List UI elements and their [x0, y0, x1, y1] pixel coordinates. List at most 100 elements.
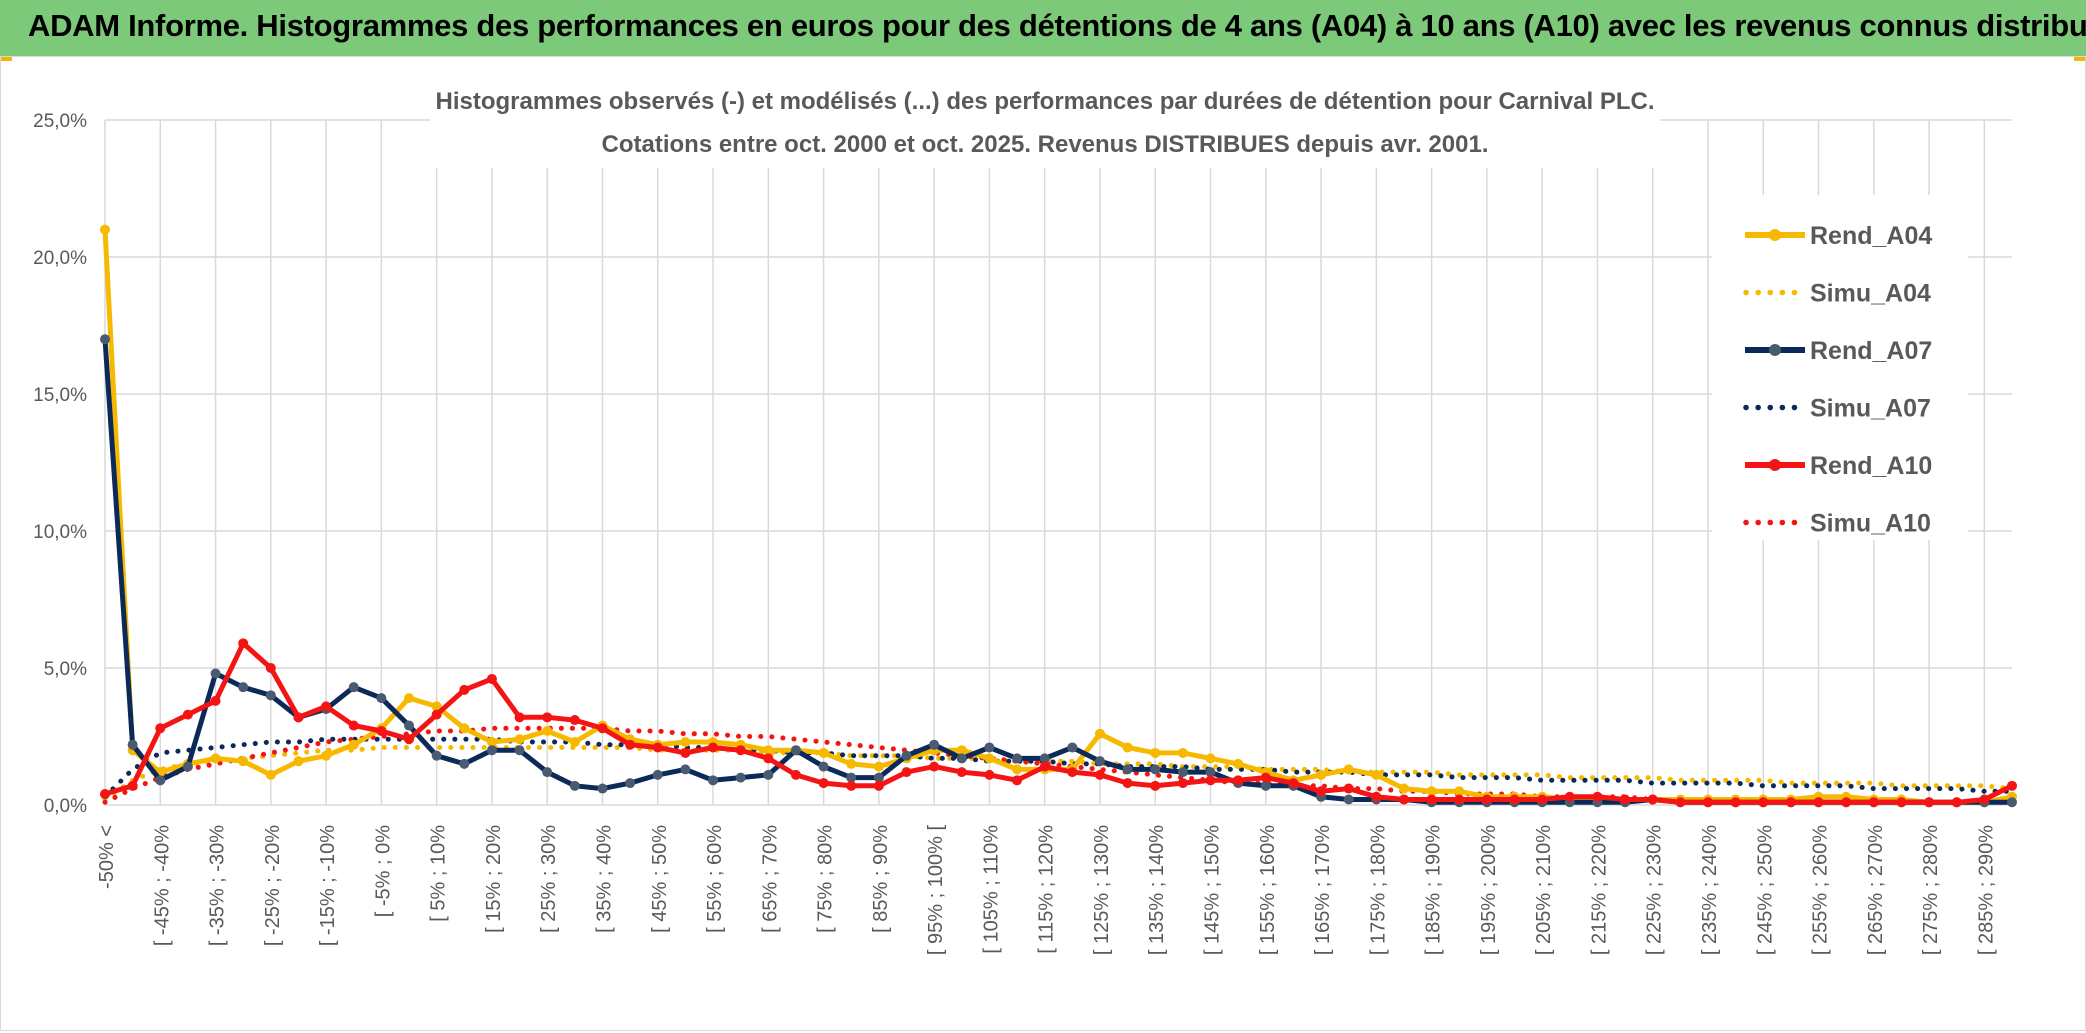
data-point-rend_a10	[1592, 791, 1603, 802]
data-point-rend_a10	[542, 712, 553, 723]
data-point-rend_a10	[1371, 791, 1382, 802]
data-point-rend_a07	[625, 778, 636, 789]
data-point-rend_a04	[348, 739, 359, 750]
data-point-rend_a04	[100, 224, 110, 235]
x-tick-label: [ 145% ; 150%	[1202, 825, 1224, 955]
data-point-rend_a04	[486, 736, 497, 747]
x-tick-label: [ 85% ; 90%	[870, 825, 892, 933]
x-tick-label: [ 245% ; 250%	[1754, 825, 1776, 955]
report-title: ADAM Informe. Histogrammes des performan…	[28, 8, 2086, 43]
x-tick-label: [ -15% ; -10%	[317, 825, 339, 946]
data-point-rend_a04	[763, 745, 774, 756]
y-tick-label: 20,0%	[33, 248, 87, 269]
data-point-rend_a07	[956, 753, 967, 764]
x-tick-label: [ 275% ; 280%	[1920, 825, 1942, 955]
data-point-rend_a10	[431, 709, 442, 720]
corner-mark-left	[0, 56, 12, 61]
data-point-rend_a04	[1316, 769, 1327, 780]
x-tick-label: [ 155% ; 160%	[1257, 825, 1279, 955]
x-tick-label: [ 285% ; 290%	[1975, 825, 1997, 955]
legend-label: Simu_A07	[1810, 395, 1931, 423]
data-point-rend_a10	[1647, 794, 1658, 805]
data-point-rend_a10	[680, 747, 691, 758]
data-point-rend_a07	[597, 783, 608, 794]
data-point-rend_a10	[1426, 794, 1437, 805]
data-point-rend_a10	[1233, 775, 1244, 786]
data-point-rend_a07	[459, 758, 470, 769]
y-tick-label: 5,0%	[44, 659, 87, 680]
data-point-rend_a10	[735, 745, 746, 756]
x-tick-label: [ -25% ; -20%	[262, 825, 284, 946]
data-point-rend_a10	[1951, 797, 1962, 808]
data-point-rend_a10	[901, 767, 912, 778]
data-point-rend_a10	[569, 715, 580, 726]
data-point-rend_a07	[514, 745, 525, 756]
data-point-rend_a10	[763, 753, 774, 764]
data-point-rend_a07	[127, 739, 138, 750]
data-point-rend_a10	[1868, 797, 1879, 808]
data-point-rend_a07	[1343, 794, 1354, 805]
data-point-rend_a07	[873, 772, 884, 783]
data-point-rend_a10	[1150, 780, 1161, 791]
data-point-rend_a04	[569, 736, 580, 747]
data-point-rend_a10	[1564, 791, 1575, 802]
data-point-rend_a07	[708, 775, 719, 786]
data-point-rend_a07	[100, 334, 110, 345]
data-point-rend_a04	[956, 745, 967, 756]
data-point-rend_a07	[569, 780, 580, 791]
x-tick-label: [ -35% ; -30%	[207, 825, 229, 946]
y-tick-label: 10,0%	[33, 522, 87, 543]
data-point-rend_a04	[542, 726, 553, 737]
data-point-rend_a10	[1067, 767, 1078, 778]
data-point-rend_a10	[1454, 794, 1465, 805]
corner-mark-right	[2074, 56, 2086, 61]
data-point-rend_a10	[790, 769, 801, 780]
data-point-rend_a10	[459, 684, 470, 695]
data-point-rend_a10	[1813, 797, 1824, 808]
data-point-rend_a10	[210, 695, 221, 706]
data-point-rend_a04	[1122, 742, 1133, 753]
data-point-rend_a10	[155, 723, 166, 734]
data-point-rend_a10	[182, 709, 193, 720]
data-point-rend_a10	[321, 701, 332, 712]
data-point-rend_a10	[514, 712, 525, 723]
x-tick-label: [ 5% ; 10%	[428, 825, 450, 922]
data-point-rend_a07	[901, 750, 912, 761]
data-point-rend_a10	[1288, 778, 1299, 789]
data-point-rend_a10	[929, 761, 940, 772]
x-tick-label: -50% <	[96, 825, 118, 889]
data-point-rend_a07	[763, 769, 774, 780]
data-point-rend_a10	[404, 734, 415, 745]
data-point-rend_a10	[1122, 778, 1133, 789]
data-point-rend_a07	[348, 682, 359, 693]
data-point-rend_a10	[1537, 794, 1548, 805]
data-point-rend_a10	[100, 789, 110, 800]
legend-marker	[1769, 459, 1781, 471]
data-point-rend_a04	[238, 756, 249, 767]
data-point-rend_a04	[1343, 764, 1354, 775]
chart-title-line1: Histogrammes observés (-) et modélisés (…	[436, 88, 1655, 115]
series-line-simu_a10	[102, 725, 2015, 805]
data-point-rend_a10	[1177, 778, 1188, 789]
data-point-rend_a07	[404, 720, 415, 731]
data-point-rend_a10	[625, 739, 636, 750]
data-point-rend_a04	[818, 747, 829, 758]
data-point-rend_a04	[293, 756, 304, 767]
data-point-rend_a07	[1177, 767, 1188, 778]
data-point-rend_a10	[2007, 780, 2017, 791]
y-tick-label: 15,0%	[33, 385, 87, 406]
x-tick-label: [ 55% ; 60%	[704, 825, 726, 933]
data-point-rend_a10	[1730, 797, 1741, 808]
x-tick-label: [ 105% ; 110%	[980, 825, 1002, 954]
legend-label: Simu_A04	[1810, 280, 1931, 308]
chart-title-line2: Cotations entre oct. 2000 et oct. 2025. …	[602, 131, 1489, 158]
data-point-rend_a04	[680, 736, 691, 747]
data-point-rend_a10	[1343, 783, 1354, 794]
data-point-rend_a10	[127, 780, 138, 791]
x-tick-label: [ 15% ; 20%	[483, 825, 505, 933]
data-point-rend_a04	[431, 701, 442, 712]
x-tick-label: [ -45% ; -40%	[151, 825, 173, 946]
data-point-rend_a04	[846, 758, 857, 769]
data-point-rend_a10	[1260, 772, 1271, 783]
